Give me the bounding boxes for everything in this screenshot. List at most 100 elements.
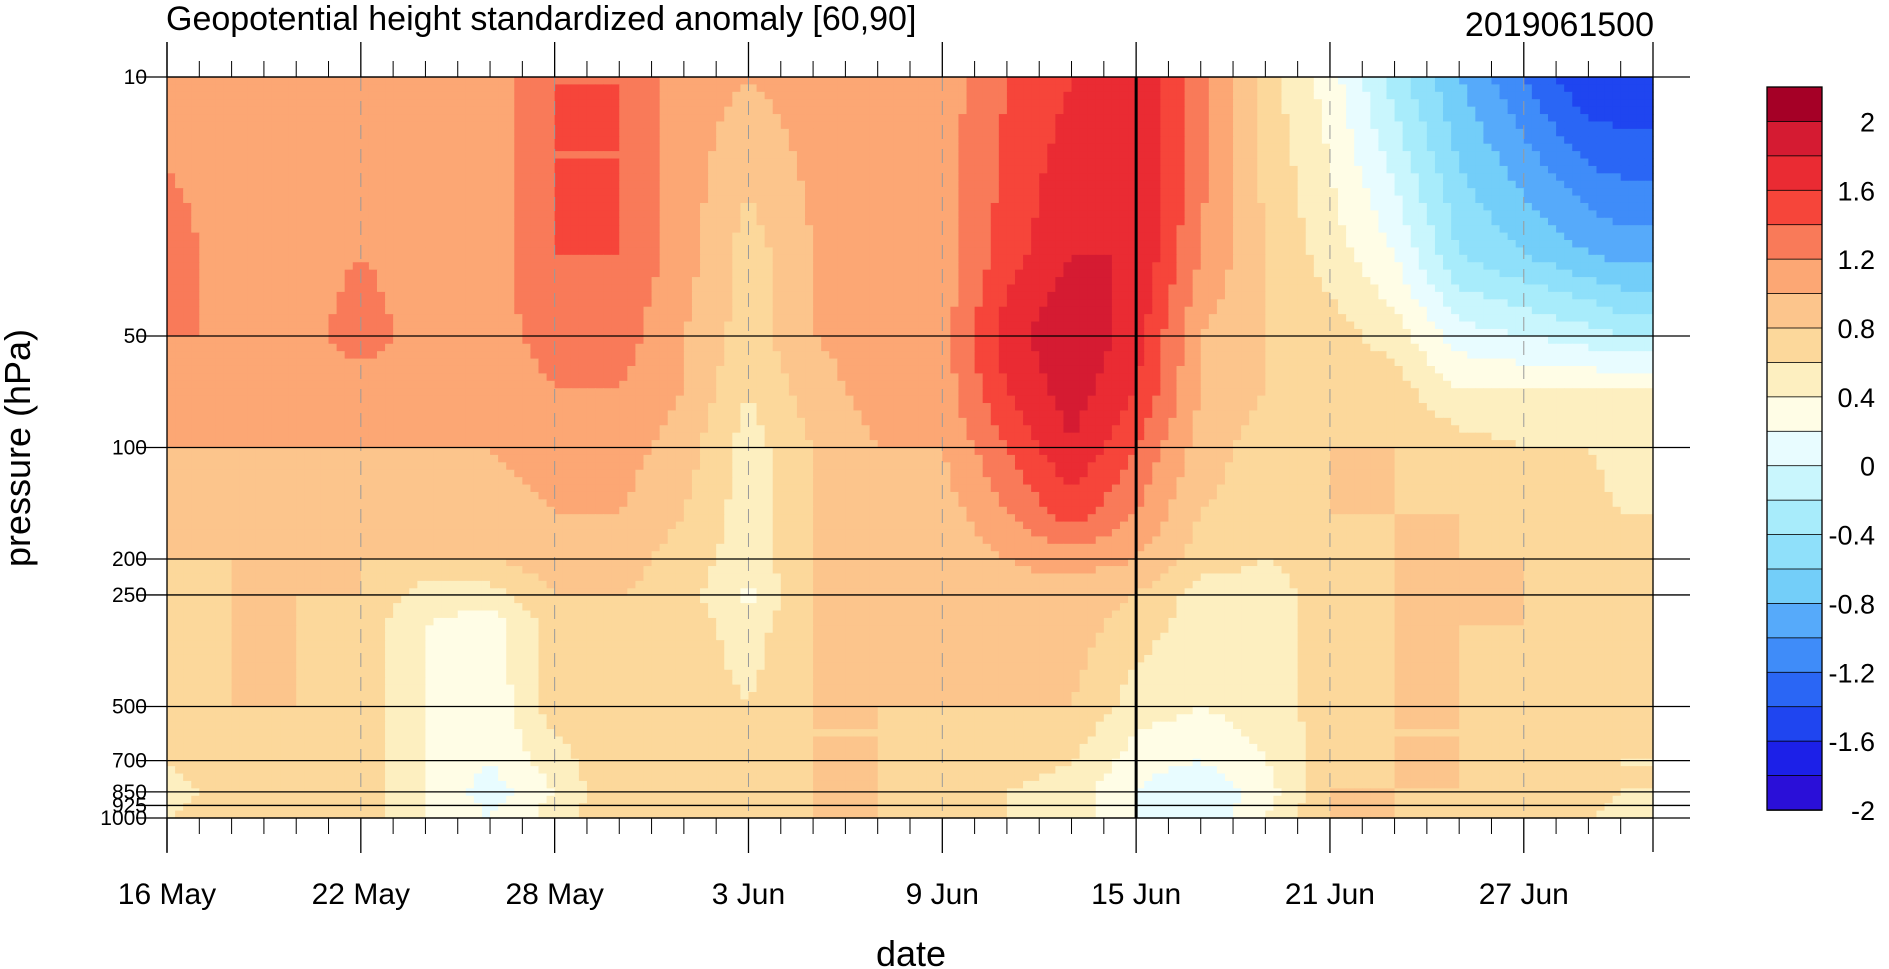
field-cell: [385, 180, 394, 189]
field-cell: [473, 247, 483, 256]
field-cell: [554, 158, 564, 167]
field-cell: [1039, 114, 1048, 123]
field-cell: [352, 151, 362, 160]
field-cell: [813, 128, 822, 137]
field-cell: [393, 128, 402, 137]
field-cell: [522, 77, 532, 86]
field-cell: [958, 121, 968, 130]
field-cell: [716, 247, 725, 256]
field-cell: [740, 195, 750, 204]
field-cell: [974, 225, 984, 234]
field-cell: [821, 254, 830, 263]
field-cell: [215, 188, 225, 197]
field-cell: [1443, 143, 1452, 152]
field-cell: [772, 114, 782, 123]
field-cell: [1216, 232, 1226, 241]
field-cell: [1023, 136, 1032, 145]
field-cell: [756, 269, 766, 278]
field-cell: [1556, 128, 1565, 137]
field-cell: [813, 262, 822, 271]
field-cell: [829, 202, 838, 211]
field-cell: [288, 217, 297, 226]
field-cell: [869, 84, 879, 93]
field-cell: [1338, 232, 1347, 241]
field-cell: [1410, 202, 1420, 211]
field-cell: [586, 165, 596, 174]
field-cell: [861, 128, 871, 137]
field-cell: [288, 77, 297, 86]
field-cell: [611, 136, 620, 145]
field-cell: [1539, 158, 1549, 167]
field-cell: [449, 106, 459, 115]
field-cell: [788, 151, 798, 160]
field-cell: [901, 121, 911, 130]
field-cell: [1006, 114, 1016, 123]
field-cell: [1297, 143, 1307, 152]
field-cell: [1556, 143, 1565, 152]
field-cell: [1539, 188, 1549, 197]
field-cell: [530, 225, 540, 234]
field-cell: [1402, 240, 1412, 249]
field-cell: [934, 195, 943, 204]
field-cell: [538, 77, 548, 86]
field-cell: [304, 99, 313, 108]
field-cell: [562, 232, 572, 241]
field-cell: [1418, 269, 1428, 278]
field-cell: [627, 180, 637, 189]
field-cell: [498, 151, 507, 160]
field-cell: [1378, 202, 1388, 211]
field-cell: [562, 262, 572, 271]
field-cell: [700, 240, 709, 249]
field-cell: [893, 84, 903, 93]
field-cell: [611, 173, 620, 182]
field-cell: [1128, 151, 1137, 160]
field-cell: [1144, 121, 1153, 130]
field-cell: [1265, 202, 1275, 211]
field-cell: [1620, 240, 1630, 249]
field-cell: [635, 121, 645, 130]
field-cell: [659, 99, 669, 108]
field-cell: [1297, 165, 1307, 174]
field-cell: [1572, 91, 1581, 100]
field-cell: [772, 210, 782, 219]
field-cell: [1612, 188, 1622, 197]
field-cell: [1434, 240, 1444, 249]
field-cell: [1289, 151, 1299, 160]
field-cell: [385, 151, 394, 160]
field-cell: [1184, 180, 1194, 189]
field-cell: [1443, 254, 1452, 263]
field-cell: [1612, 180, 1622, 189]
field-cell: [772, 91, 782, 100]
field-cell: [942, 121, 951, 130]
field-cell: [691, 217, 701, 226]
field-cell: [974, 195, 984, 204]
field-cell: [708, 202, 717, 211]
field-cell: [700, 254, 709, 263]
field-cell: [1515, 188, 1525, 197]
field-cell: [473, 180, 483, 189]
field-cell: [1354, 106, 1363, 115]
field-cell: [942, 240, 951, 249]
field-cell: [1499, 262, 1509, 271]
field-cell: [1370, 180, 1380, 189]
field-cell: [538, 165, 548, 174]
field-cell: [966, 240, 976, 249]
field-cell: [1628, 232, 1638, 241]
field-cell: [255, 84, 265, 93]
field-cell: [1620, 143, 1630, 152]
field-cell: [1192, 143, 1202, 152]
field-cell: [1006, 165, 1016, 174]
field-cell: [974, 173, 984, 182]
field-cell: [611, 91, 620, 100]
field-cell: [401, 254, 410, 263]
field-cell: [1483, 262, 1493, 271]
field-cell: [1531, 77, 1541, 86]
field-cell: [1297, 180, 1307, 189]
field-cell: [724, 77, 733, 86]
field-cell: [651, 151, 661, 160]
field-cell: [263, 247, 273, 256]
field-cell: [1047, 269, 1056, 278]
field-cell: [1378, 269, 1388, 278]
field-cell: [1564, 217, 1573, 226]
field-cell: [263, 99, 273, 108]
